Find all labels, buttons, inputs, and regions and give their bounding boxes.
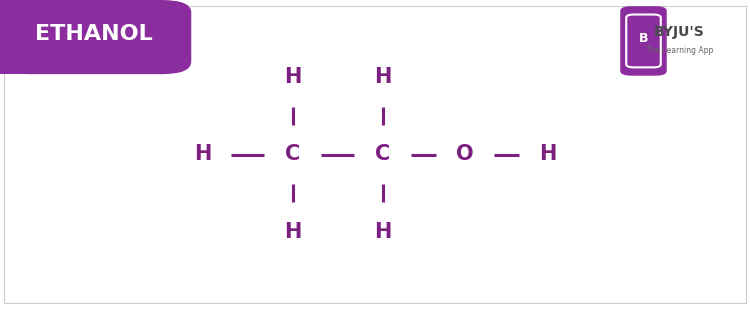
Text: B: B (639, 32, 648, 45)
Text: C: C (285, 145, 300, 164)
Text: BYJU'S: BYJU'S (654, 25, 705, 40)
FancyBboxPatch shape (620, 6, 667, 76)
Bar (0, 62, 96, 74)
Text: C: C (375, 145, 390, 164)
Text: O: O (456, 145, 474, 164)
Text: H: H (374, 222, 392, 242)
FancyBboxPatch shape (0, 0, 191, 74)
Bar (0, 0, 96, 12)
Text: H: H (284, 67, 302, 87)
Text: ETHANOL: ETHANOL (34, 24, 153, 44)
Text: H: H (284, 222, 302, 242)
Text: H: H (538, 145, 556, 164)
Text: H: H (194, 145, 211, 164)
Text: The Learning App: The Learning App (646, 46, 713, 56)
Bar (0, 0, 30, 74)
Text: H: H (374, 67, 392, 87)
